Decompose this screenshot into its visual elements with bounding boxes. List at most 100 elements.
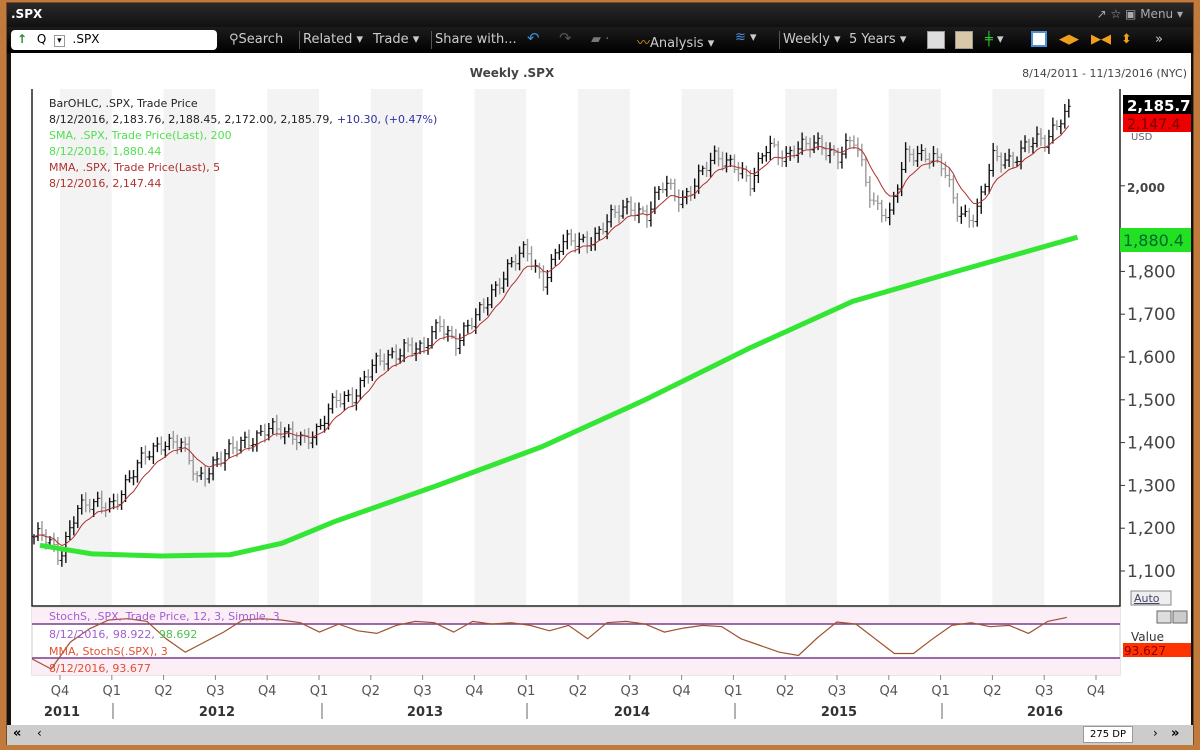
symbol-input[interactable]: ↑ Q ▾ .SPX (11, 30, 217, 50)
bar-chart-icon[interactable] (955, 31, 973, 49)
legend-mma-value: 8/12/2016, 2,147.44 (49, 177, 161, 190)
stoch-line (31, 616, 1067, 670)
analysis-menu[interactable]: 〰Analysis ▾ (637, 36, 715, 51)
app-window: .SPX ↗ ☆ ▣ Menu ▾ ↑ Q ▾ .SPX ⚲Search Rel… (6, 2, 1194, 745)
price-pane-border (31, 89, 1121, 607)
x-quarter-label: Q1 (931, 684, 950, 699)
close-pane-icon[interactable] (1172, 610, 1188, 624)
date-range: 8/14/2011 - 11/13/2016 (NYC) (1022, 67, 1187, 80)
title-bar: .SPX ↗ ☆ ▣ Menu ▾ (7, 3, 1193, 27)
analysis-icon: 〰 (637, 36, 651, 51)
chart-title: Weekly .SPX (470, 66, 555, 80)
x-quarter-label: Q3 (206, 684, 225, 699)
menu-button[interactable]: ↗ ☆ ▣ Menu ▾ (1096, 7, 1183, 21)
x-quarter-label: Q4 (880, 684, 899, 699)
related-menu[interactable]: Related ▾ (303, 32, 364, 47)
data-points-button[interactable]: 275 DP (1083, 726, 1133, 743)
horizontal-scrollbar[interactable]: « ‹ 275 DP › » (7, 725, 1193, 745)
symbol-type[interactable]: Q (36, 32, 47, 46)
legend-sma-title: SMA, .SPX, Trade Price(Last), 200 (49, 129, 232, 142)
quarter-band (888, 89, 941, 606)
restore-pane-icon[interactable] (1156, 610, 1172, 624)
x-quarter-label: Q3 (413, 684, 432, 699)
x-quarter-label: Q4 (1087, 684, 1106, 699)
scroll-left-button[interactable]: ‹ (37, 726, 42, 740)
svg-text:8/12/2016,98.922,98.692: 8/12/2016, 98.922, 98.692 (49, 628, 197, 641)
value-axis-label: Value (1131, 630, 1164, 644)
folder-icon[interactable]: ▰ · (591, 32, 610, 47)
x-year-label: 2012 (199, 705, 235, 720)
quarter-band (681, 89, 734, 606)
x-quarter-label: Q4 (51, 684, 70, 699)
redo-icon[interactable]: ↷ (559, 29, 572, 47)
legend: BarOHLC, .SPX, Trade Price 8/12/2016, 2,… (49, 97, 437, 190)
legend-ohlc: 8/12/2016, 2,183.76, 2,188.45, 2,172.00,… (49, 113, 333, 126)
scroll-end-button[interactable]: » (1171, 726, 1180, 741)
currency-label: USD (1131, 132, 1153, 143)
mma-price-badge (1123, 114, 1191, 132)
quarter-band (785, 89, 837, 606)
symbol-value: .SPX (72, 32, 100, 46)
legend-change: +10.30, (+0.47%) (337, 113, 437, 126)
quarter-band (163, 89, 216, 606)
y-tick-label: 1,300 (1127, 476, 1176, 496)
x-quarter-label: Q1 (724, 684, 743, 699)
quarter-band (60, 89, 112, 606)
up-arrow-icon: ↑ (17, 32, 28, 46)
chart-area[interactable]: Weekly .SPX 8/14/2011 - 11/13/2016 (NYC)… (11, 53, 1191, 725)
y-tick-label: 1,700 (1127, 305, 1176, 325)
line-chart-icon[interactable] (927, 31, 945, 49)
range-dropdown[interactable]: 5 Years ▾ (849, 32, 907, 47)
more-icon[interactable]: » (1155, 32, 1163, 47)
y-tick-label: 1,600 (1127, 348, 1176, 368)
x-quarter-label: Q2 (983, 684, 1002, 699)
svg-text:8/12/2016, 2,183.76, 2,188.45,: 8/12/2016, 2,183.76, 2,188.45, 2,172.00,… (49, 113, 437, 126)
svg-text:93.627: 93.627 (1124, 644, 1166, 658)
x-year-label: 2013 (407, 705, 443, 720)
crosshair-icon[interactable]: ╪ ▾ (985, 32, 1004, 47)
zoom-icon[interactable]: ▶◀ (1091, 32, 1111, 47)
studies-icon[interactable]: ≋ ▾ (735, 30, 757, 45)
scroll-start-button[interactable]: « (13, 726, 22, 741)
x-quarter-label: Q2 (154, 684, 173, 699)
x-quarter-label: Q4 (672, 684, 691, 699)
undo-icon[interactable]: ↶ (527, 29, 540, 47)
auto-scale-button[interactable] (1130, 590, 1172, 606)
layout-icon[interactable] (1031, 31, 1047, 47)
symbol-type-dropdown[interactable]: ▾ (54, 35, 65, 47)
share-menu[interactable]: Share with... (435, 32, 517, 47)
toolbar: ↑ Q ▾ .SPX ⚲Search Related ▾ Trade ▾ Sha… (7, 27, 1193, 53)
quarter-band (474, 89, 527, 606)
scroll-right-button[interactable]: › (1153, 726, 1158, 740)
legend-line1: BarOHLC, .SPX, Trade Price (49, 97, 198, 110)
x-year-label: 2014 (614, 705, 650, 720)
x-year-label: 2015 (821, 705, 857, 720)
chart-svg[interactable]: Weekly .SPX 8/14/2011 - 11/13/2016 (NYC)… (11, 53, 1191, 725)
mma-price-text: 2,147.4 (1127, 117, 1181, 133)
last-price-badge (1123, 95, 1191, 115)
x-quarter-label: Q2 (569, 684, 588, 699)
y-tick-label: 1,500 (1127, 391, 1176, 411)
search-icon: ⚲ (229, 32, 239, 47)
sma-line (39, 234, 1079, 559)
stoch-title: StochS, .SPX, Trade Price, 12, 3, Simple… (49, 610, 280, 623)
x-quarter-label: Q1 (103, 684, 122, 699)
interval-dropdown[interactable]: Weekly ▾ (783, 32, 841, 47)
x-quarter-label: Q1 (517, 684, 536, 699)
x-year-label: 2016 (1027, 705, 1063, 720)
svg-text:Auto: Auto (1134, 592, 1160, 605)
quarter-band (578, 89, 630, 606)
x-year-label: 2011 (44, 705, 80, 720)
vertical-scale-icon[interactable]: ⬍ (1121, 32, 1132, 47)
x-quarter-label: Q2 (362, 684, 381, 699)
legend-sma-value: 8/12/2016, 1,880.44 (49, 145, 161, 158)
y-tick-label: 1,400 (1127, 434, 1176, 454)
pan-icon[interactable]: ◀▶ (1059, 32, 1079, 47)
legend-mma-title: MMA, .SPX, Trade Price(Last), 5 (49, 161, 220, 174)
x-quarter-label: Q4 (258, 684, 277, 699)
x-quarter-label: Q4 (465, 684, 484, 699)
y-tick-label: 1,800 (1127, 262, 1176, 282)
trade-menu[interactable]: Trade ▾ (373, 32, 420, 47)
search-button[interactable]: ⚲Search (229, 32, 284, 47)
last-price-text: 2,185.7 (1127, 97, 1191, 115)
